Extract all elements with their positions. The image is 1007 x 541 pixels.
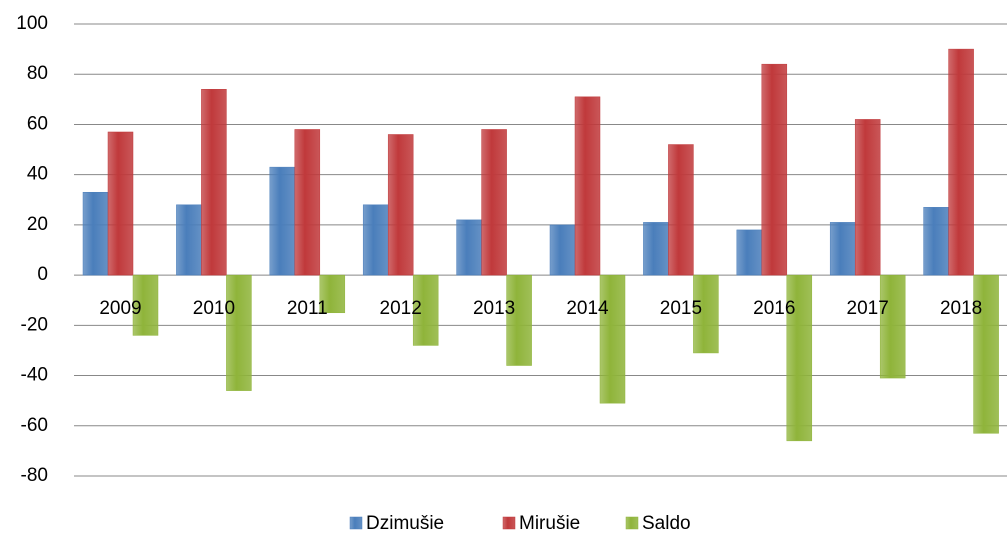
x-tick-label: 2015: [660, 298, 702, 319]
bar: [456, 219, 482, 276]
bar: [599, 274, 626, 404]
legend-swatch: [625, 516, 639, 530]
x-tick-label: 2011: [287, 298, 328, 319]
bar: [643, 222, 669, 276]
y-tick-label: 60: [27, 113, 48, 134]
x-tick-label: 2018: [940, 298, 982, 319]
x-tick-label: 2010: [193, 298, 235, 319]
y-tick-label: 80: [27, 63, 48, 84]
x-tick-label: 2012: [380, 298, 422, 319]
bar: [829, 222, 856, 276]
y-tick-label: 40: [27, 164, 48, 185]
legend-swatch: [349, 516, 363, 530]
bar: [201, 89, 227, 276]
bar: [879, 274, 906, 379]
y-tick-label: -20: [21, 314, 48, 335]
bar: [736, 229, 763, 276]
bar: [269, 166, 296, 276]
bar: [412, 274, 439, 346]
bar: [387, 134, 414, 276]
bar: [786, 274, 813, 442]
x-tick-label: 2014: [566, 298, 609, 319]
bar: [574, 96, 601, 276]
bar: [549, 224, 576, 276]
bar: [132, 274, 159, 336]
legend-swatch: [502, 516, 516, 530]
y-tick-label: 20: [27, 214, 48, 235]
bar: [854, 119, 881, 276]
x-tick-label: 2009: [99, 298, 141, 319]
y-tick-label: -60: [21, 415, 48, 436]
legend-label: Dzimušie: [366, 513, 444, 534]
y-tick-label: -80: [21, 465, 48, 486]
x-tick-label: 2016: [753, 298, 795, 319]
bar: [319, 274, 346, 314]
bar: [948, 48, 974, 276]
bar: [294, 129, 321, 276]
bar: [761, 63, 788, 276]
x-tick-label: 2017: [847, 298, 889, 319]
bar: [107, 131, 134, 276]
bar: [176, 204, 202, 276]
bar: [973, 274, 999, 434]
bar: [362, 204, 389, 276]
y-tick-label: 0: [37, 264, 48, 285]
bar: [693, 274, 719, 354]
bar: [226, 274, 252, 391]
y-tick-label: 100: [16, 13, 48, 34]
bar: [481, 129, 507, 276]
legend-label: Mirušie: [519, 513, 580, 534]
bar: [923, 207, 949, 276]
legend-label: Saldo: [642, 513, 691, 534]
y-tick-label: -40: [21, 365, 48, 386]
bar: [82, 191, 109, 276]
bar: [668, 144, 694, 276]
x-tick-label: 2013: [473, 298, 515, 319]
bar: [506, 274, 532, 366]
